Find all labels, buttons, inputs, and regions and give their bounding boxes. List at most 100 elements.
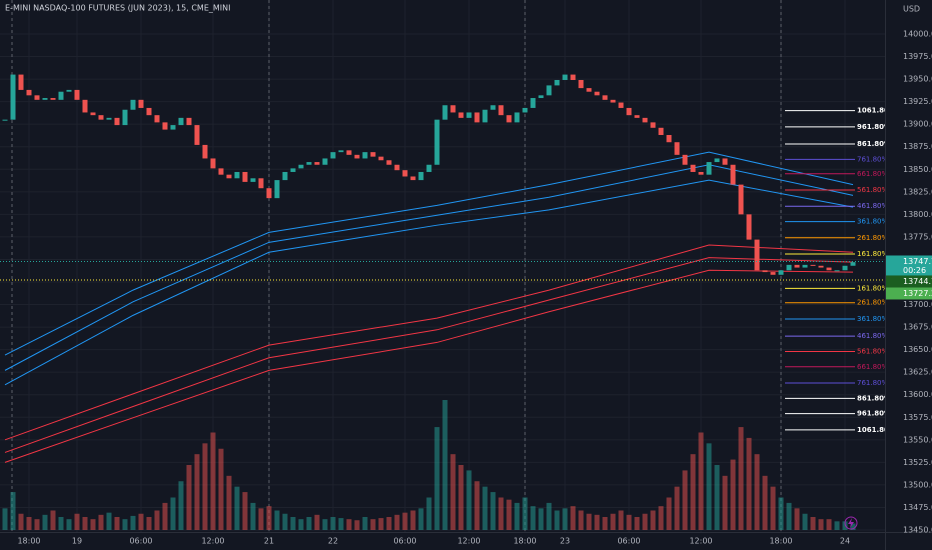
candle-body bbox=[82, 99, 88, 113]
countdown-label: 00:26 bbox=[903, 266, 926, 275]
chart-title: E-MINI NASDAQ-100 FUTURES (JUN 2023), 15… bbox=[5, 4, 230, 13]
x-tick-label: 12:00 bbox=[689, 537, 712, 546]
candle-body bbox=[546, 85, 552, 96]
volume-bar bbox=[354, 520, 360, 530]
volume-bar bbox=[42, 514, 48, 530]
fib-label: 461.80% bbox=[857, 202, 888, 210]
volume-bar bbox=[450, 454, 456, 530]
candle-body bbox=[786, 264, 792, 271]
x-tick-label: 23 bbox=[560, 537, 570, 546]
volume-bar bbox=[178, 481, 184, 530]
candle-body bbox=[834, 270, 840, 272]
volume-bar bbox=[306, 517, 312, 530]
candle-body bbox=[90, 112, 96, 116]
volume-bar bbox=[442, 400, 448, 530]
volume-bar bbox=[114, 517, 120, 530]
icon-bolt[interactable] bbox=[848, 518, 854, 528]
candle-body bbox=[186, 117, 192, 126]
candle-body bbox=[242, 171, 248, 182]
candle-body bbox=[298, 164, 304, 169]
candle-body bbox=[218, 168, 224, 175]
session-lines bbox=[11, 0, 782, 532]
candle-body bbox=[202, 144, 208, 159]
volume-bar bbox=[754, 454, 760, 530]
candle-body bbox=[650, 122, 656, 128]
candle-body bbox=[842, 265, 848, 271]
candle-body bbox=[578, 79, 584, 89]
volume-bar bbox=[322, 519, 328, 530]
ma-line bbox=[4, 179, 854, 386]
volume-bar bbox=[794, 508, 800, 530]
volume-bar bbox=[690, 454, 696, 530]
candle-body bbox=[730, 164, 736, 185]
candle-body bbox=[682, 154, 688, 165]
price-tag-label: 13727.25 bbox=[903, 289, 932, 298]
volume-bar bbox=[474, 481, 480, 530]
volume-bar bbox=[810, 517, 816, 530]
candle-body bbox=[130, 99, 136, 110]
fib-label: 161.80% bbox=[857, 284, 888, 292]
icon-ring[interactable] bbox=[844, 516, 858, 530]
volume-bar bbox=[586, 513, 592, 530]
y-tick-label: 13925.00 bbox=[903, 97, 932, 106]
y-tick-label: 13650.00 bbox=[903, 345, 932, 354]
fib-label: 361.80% bbox=[857, 218, 888, 226]
candle-body bbox=[338, 150, 344, 153]
ma-line bbox=[4, 269, 854, 463]
candle-body bbox=[522, 107, 528, 113]
volume-bar bbox=[714, 465, 720, 530]
candle-body bbox=[250, 178, 256, 182]
candle-body bbox=[754, 239, 760, 271]
volume-bar bbox=[2, 508, 8, 530]
volume-bar bbox=[818, 519, 824, 530]
volume-bar bbox=[658, 506, 664, 530]
y-tick-label: 13700.00 bbox=[903, 300, 932, 309]
volume-bar bbox=[330, 517, 336, 530]
candle-body bbox=[426, 164, 432, 172]
candle-body bbox=[554, 79, 560, 86]
volume-bar bbox=[762, 475, 768, 530]
candle-body bbox=[450, 105, 456, 113]
candle-body bbox=[74, 89, 80, 100]
candle-body bbox=[42, 98, 48, 100]
y-tick-label: 13450.00 bbox=[903, 526, 932, 535]
volume-bar bbox=[466, 470, 472, 530]
x-tick-label: 22 bbox=[328, 537, 338, 546]
candle-body bbox=[498, 105, 504, 116]
candle-body bbox=[162, 122, 168, 130]
x-tick-label: 12:00 bbox=[201, 537, 224, 546]
candle-body bbox=[330, 152, 336, 159]
grid bbox=[0, 0, 885, 532]
volume-bar bbox=[610, 513, 616, 530]
fib-label: 761.80% bbox=[857, 379, 888, 387]
volume-bar bbox=[314, 514, 320, 530]
fib-label: 561.80% bbox=[857, 186, 888, 194]
candle-body bbox=[538, 95, 544, 99]
candle-body bbox=[178, 117, 184, 126]
candle-body bbox=[98, 115, 104, 120]
volume-bar bbox=[266, 506, 272, 530]
fib-label: 461.80% bbox=[857, 332, 888, 340]
volume-bar bbox=[578, 510, 584, 530]
candle-body bbox=[514, 112, 520, 123]
candle-body bbox=[762, 270, 768, 273]
volume-bar bbox=[58, 517, 64, 530]
y-tick-label: 13875.00 bbox=[903, 142, 932, 151]
candle-body bbox=[610, 99, 616, 103]
volume-bar bbox=[722, 475, 728, 530]
volume-bar bbox=[746, 437, 752, 530]
candle-body bbox=[210, 158, 216, 169]
candle-body bbox=[674, 142, 680, 155]
candle-body bbox=[410, 176, 416, 181]
candle-body bbox=[434, 119, 440, 165]
y-tick-label: 13950.00 bbox=[903, 75, 932, 84]
candle-body bbox=[18, 74, 24, 90]
fib-label: 761.80% bbox=[857, 155, 888, 163]
lightning-icon[interactable] bbox=[844, 516, 858, 530]
axis: 13450.00 13475.00 13500.00 13525.00 13550.00… bbox=[17, 30, 932, 546]
volume-bar bbox=[82, 517, 88, 530]
y-tick-label: 13500.00 bbox=[903, 480, 932, 489]
y-tick-label: 13775.00 bbox=[903, 232, 932, 241]
candle-body bbox=[26, 89, 32, 96]
volume-bar bbox=[546, 502, 552, 530]
